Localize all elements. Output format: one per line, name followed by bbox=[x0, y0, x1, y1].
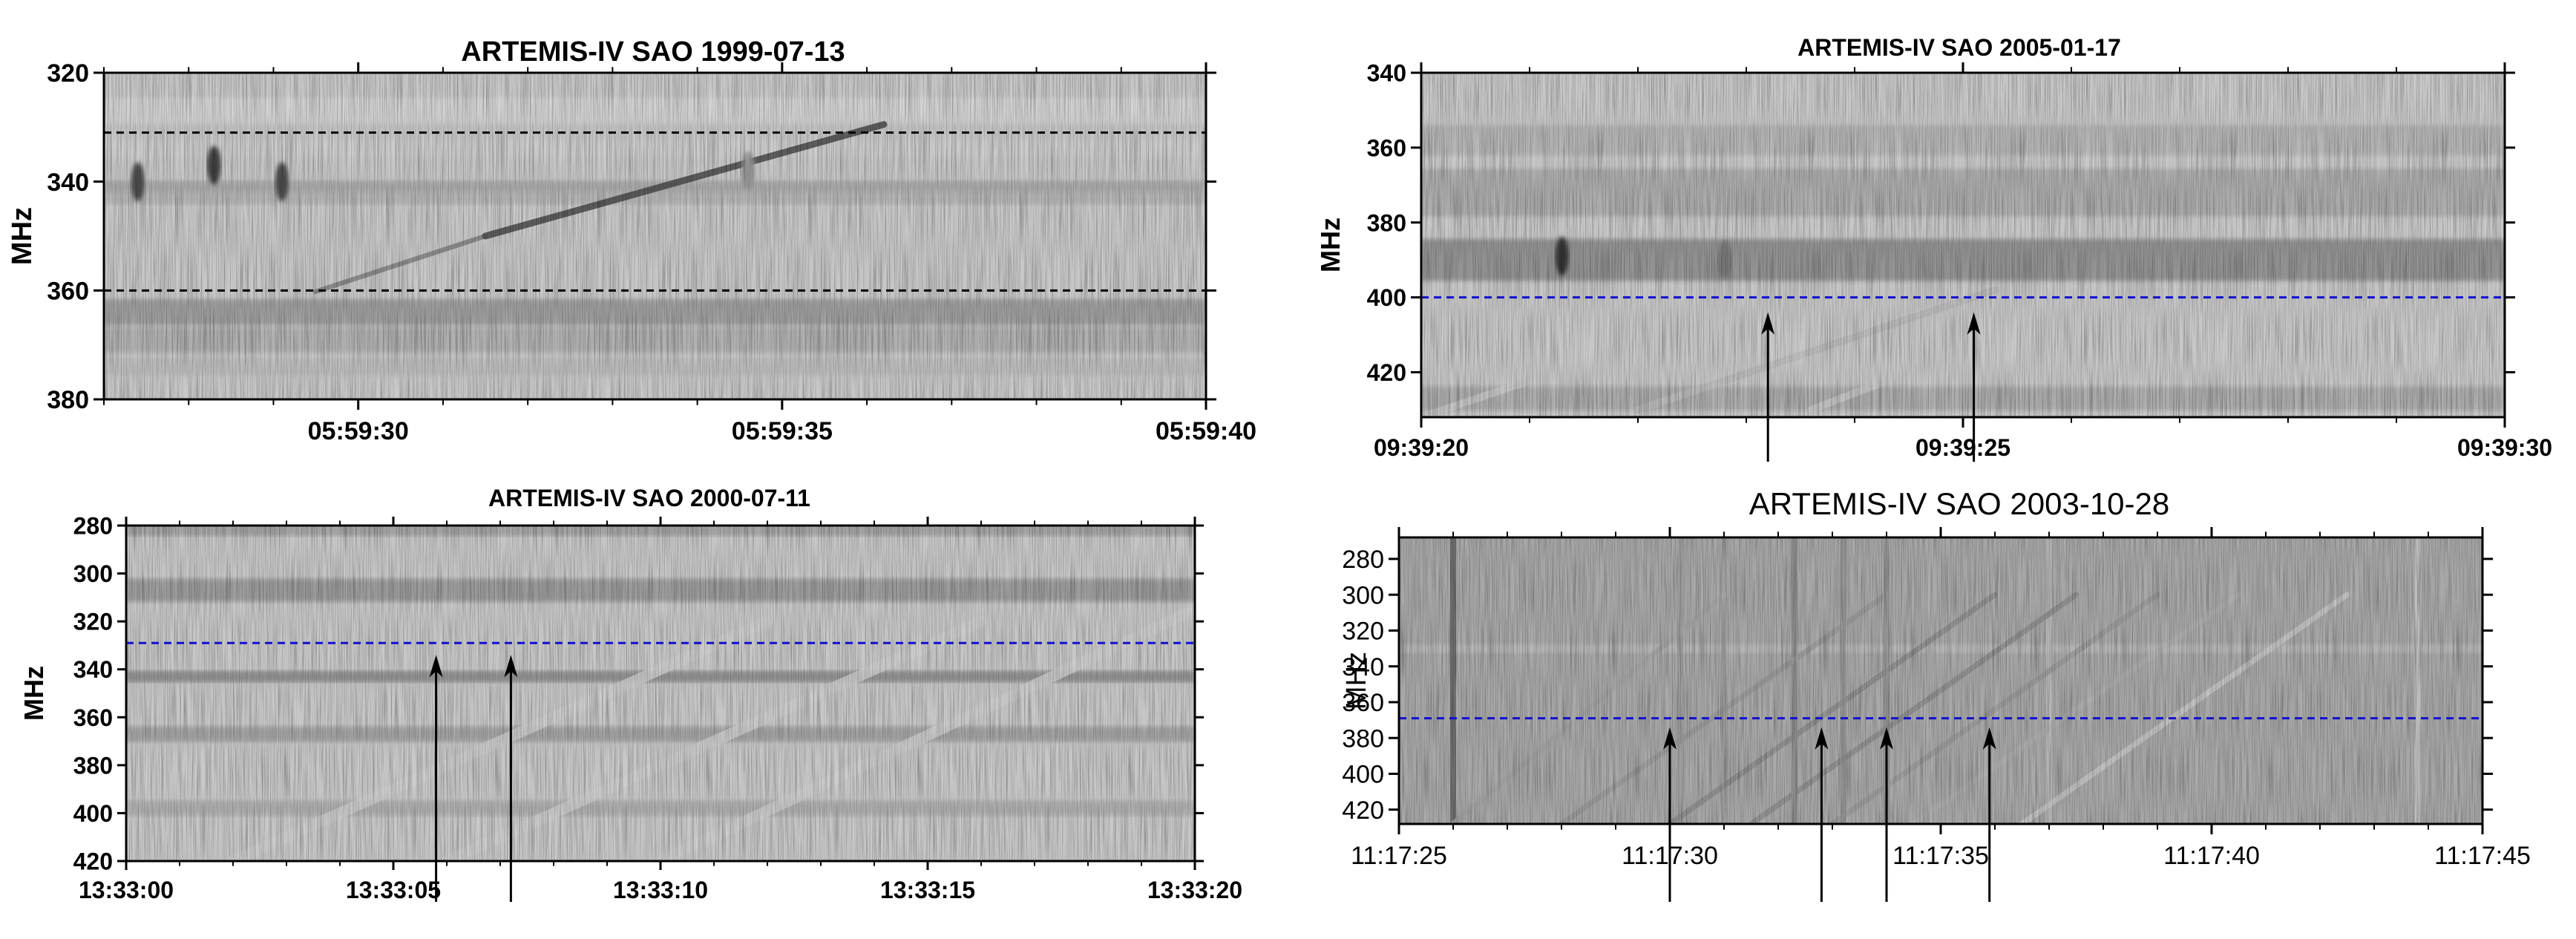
spectrogram-image bbox=[126, 526, 1195, 861]
noise-texture bbox=[1421, 73, 2505, 417]
y-tick-label: 380 bbox=[1342, 724, 1384, 753]
panel-title: ARTEMIS-IV SAO 2000-07-11 bbox=[488, 485, 810, 511]
y-tick-label: 340 bbox=[73, 656, 113, 683]
x-tick-label: 09:39:25 bbox=[1915, 434, 2010, 461]
arrow-head bbox=[1967, 312, 1981, 335]
x-tick-label: 13:33:05 bbox=[346, 877, 441, 903]
y-tick-label: 340 bbox=[47, 169, 89, 197]
y-tick-label: 420 bbox=[1342, 796, 1384, 825]
y-tick-label: 320 bbox=[1342, 618, 1384, 646]
spectrogram-image bbox=[1399, 537, 2482, 824]
x-tick-label: 13:33:15 bbox=[880, 877, 975, 903]
y-tick-label: 420 bbox=[73, 848, 113, 875]
arrow-head bbox=[1880, 727, 1893, 750]
y-axis-label: MHz bbox=[1341, 652, 1372, 710]
panel-title: ARTEMIS-IV SAO 2005-01-17 bbox=[1797, 34, 2121, 61]
y-tick-label: 340 bbox=[1367, 60, 1406, 87]
y-tick-label: 280 bbox=[1342, 546, 1384, 574]
y-tick-label: 320 bbox=[47, 59, 89, 88]
x-tick-label: 11:17:45 bbox=[2434, 842, 2531, 870]
y-axis-label: MHz bbox=[19, 666, 49, 721]
panel-title: ARTEMIS-IV SAO 2003-10-28 bbox=[1749, 486, 2169, 521]
y-tick-label: 380 bbox=[73, 752, 113, 779]
y-axis-label: MHz bbox=[1315, 217, 1346, 272]
y-tick-label: 300 bbox=[73, 560, 113, 587]
x-tick-label: 05:59:30 bbox=[308, 417, 409, 445]
y-tick-label: 360 bbox=[47, 278, 89, 306]
x-tick-label: 11:17:25 bbox=[1351, 842, 1447, 870]
arrow-head bbox=[1761, 312, 1775, 335]
y-tick-label: 400 bbox=[1342, 761, 1384, 789]
y-tick-label: 380 bbox=[1367, 209, 1406, 236]
x-tick-label: 13:33:00 bbox=[79, 877, 174, 903]
y-tick-label: 360 bbox=[1342, 689, 1384, 717]
x-tick-label: 11:17:40 bbox=[2163, 842, 2260, 870]
spectrogram-image bbox=[104, 73, 1206, 399]
x-tick-label: 11:17:35 bbox=[1892, 842, 1989, 870]
x-tick-label: 09:39:20 bbox=[1374, 434, 1469, 461]
y-tick-label: 360 bbox=[73, 704, 113, 731]
y-tick-label: 420 bbox=[1367, 359, 1406, 386]
spectrogram-panel-1: 320 340 360 380 05:59:30 05:59:35 05:59:40 MHz A… bbox=[7, 36, 1256, 445]
arrow-head bbox=[1663, 727, 1677, 750]
noise-texture bbox=[126, 526, 1195, 861]
spectrogram-panel-2: 340 360 380 400 420 09:39:20 09:39:25 09:39:30 M… bbox=[1315, 34, 2552, 462]
x-tick-label: 05:59:40 bbox=[1156, 417, 1256, 445]
x-tick-label: 13:33:20 bbox=[1147, 877, 1242, 903]
y-axis-label: MHz bbox=[7, 207, 38, 265]
noise-texture bbox=[1399, 537, 2482, 824]
arrow-head bbox=[1982, 727, 1996, 750]
plot-frame bbox=[102, 71, 1207, 401]
arrow-head bbox=[429, 655, 443, 678]
y-tick-label: 360 bbox=[1367, 134, 1406, 161]
noise-texture bbox=[104, 73, 1206, 399]
x-tick-label: 05:59:35 bbox=[732, 417, 833, 445]
x-tick-label: 13:33:10 bbox=[613, 877, 708, 903]
spectrogram-image bbox=[1421, 73, 2505, 417]
arrow-head bbox=[1815, 727, 1829, 750]
y-tick-label: 280 bbox=[73, 513, 113, 540]
y-tick-label: 320 bbox=[73, 609, 113, 635]
y-tick-label: 300 bbox=[1342, 581, 1384, 609]
y-tick-label: 380 bbox=[47, 386, 89, 414]
y-tick-label: 400 bbox=[1367, 284, 1406, 311]
x-tick-label: 09:39:30 bbox=[2457, 434, 2552, 461]
panel-title: ARTEMIS-IV SAO 1999-07-13 bbox=[461, 36, 845, 68]
y-tick-label: 340 bbox=[1342, 653, 1384, 681]
arrow-head bbox=[504, 655, 518, 678]
y-tick-label: 400 bbox=[73, 800, 113, 827]
